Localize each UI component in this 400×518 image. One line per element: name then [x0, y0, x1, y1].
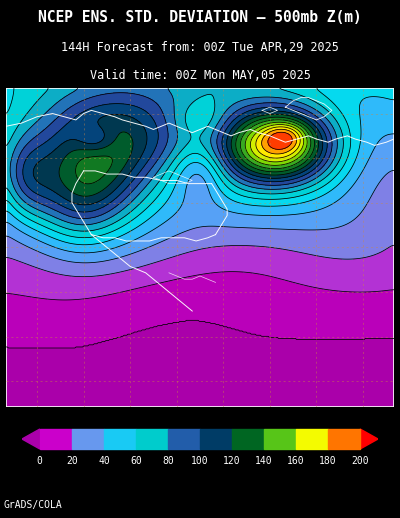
Bar: [104, 429, 136, 449]
Bar: [40, 429, 72, 449]
Bar: [296, 429, 328, 449]
Bar: [200, 429, 232, 449]
Polygon shape: [360, 429, 378, 449]
Text: 20: 20: [66, 456, 78, 466]
Bar: [232, 429, 264, 449]
Text: 80: 80: [162, 456, 174, 466]
Text: 160: 160: [287, 456, 305, 466]
Bar: [168, 429, 200, 449]
Text: 200: 200: [351, 456, 369, 466]
Text: NCEP ENS. STD. DEVIATION – 500mb Z(m): NCEP ENS. STD. DEVIATION – 500mb Z(m): [38, 10, 362, 24]
Bar: [136, 429, 168, 449]
Bar: [264, 429, 296, 449]
Text: 60: 60: [130, 456, 142, 466]
Text: GrADS/COLA: GrADS/COLA: [4, 500, 63, 510]
Text: 100: 100: [191, 456, 209, 466]
Text: 40: 40: [98, 456, 110, 466]
Text: 144H Forecast from: 00Z Tue APR,29 2025: 144H Forecast from: 00Z Tue APR,29 2025: [61, 40, 339, 53]
Bar: [328, 429, 360, 449]
Polygon shape: [22, 429, 40, 449]
Text: 0: 0: [37, 456, 43, 466]
Bar: [72, 429, 104, 449]
Text: Valid time: 00Z Mon MAY,05 2025: Valid time: 00Z Mon MAY,05 2025: [90, 69, 310, 82]
Text: 140: 140: [255, 456, 273, 466]
Text: 180: 180: [319, 456, 337, 466]
Text: 120: 120: [223, 456, 241, 466]
